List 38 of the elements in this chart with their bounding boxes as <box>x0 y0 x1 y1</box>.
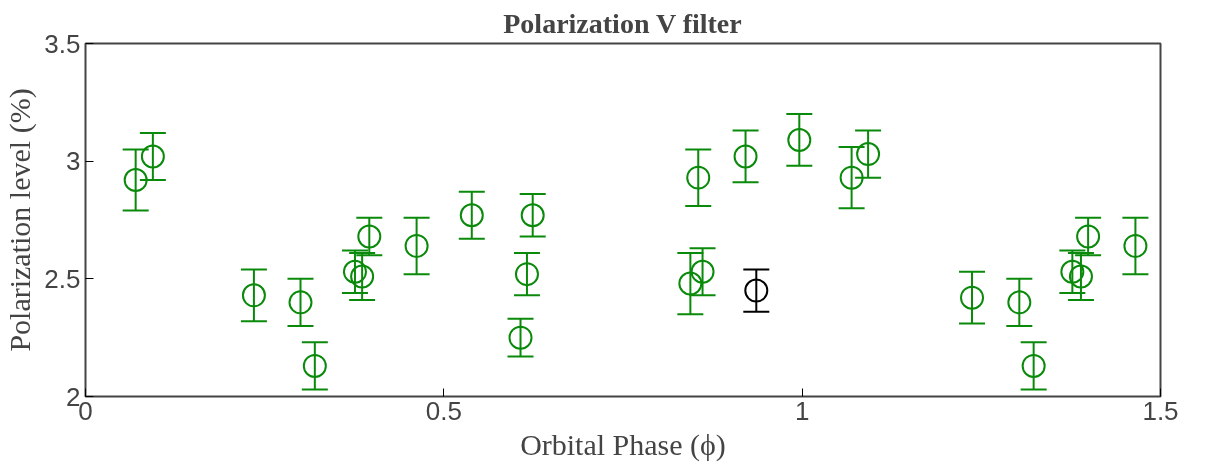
point <box>856 142 881 167</box>
point <box>241 283 266 308</box>
point <box>140 144 165 169</box>
point <box>787 128 812 152</box>
point <box>342 259 367 284</box>
x-tick-label: 1.5 <box>1142 395 1179 426</box>
point <box>1068 264 1093 289</box>
point <box>459 203 484 228</box>
point <box>744 278 769 303</box>
point <box>1007 290 1032 315</box>
point <box>288 290 313 315</box>
point <box>1123 233 1148 258</box>
point <box>357 224 382 249</box>
point <box>733 144 758 169</box>
point <box>404 233 429 258</box>
point <box>1076 224 1101 249</box>
y-axis-title: Polarization level (%) <box>3 88 38 352</box>
point <box>1021 353 1046 378</box>
point <box>514 262 539 287</box>
point <box>678 271 703 296</box>
point <box>839 165 864 190</box>
point <box>508 325 533 350</box>
point <box>123 168 148 192</box>
x-tick-label: 0 <box>78 395 93 426</box>
point <box>960 285 985 310</box>
point <box>690 259 715 284</box>
point <box>302 353 327 378</box>
y-tick-label: 3 <box>66 146 81 177</box>
chart-title: Polarization V filter <box>503 7 742 39</box>
point <box>686 165 711 190</box>
x-tick-label: 1 <box>794 395 810 426</box>
y-tick-label: 2.5 <box>44 263 81 294</box>
point <box>1060 259 1085 284</box>
point <box>350 264 375 289</box>
x-tick-label: 0.5 <box>425 395 462 426</box>
x-axis-title: Orbital Phase (ϕ) <box>520 427 726 462</box>
y-tick-label: 3.5 <box>44 28 81 59</box>
point <box>520 203 545 228</box>
